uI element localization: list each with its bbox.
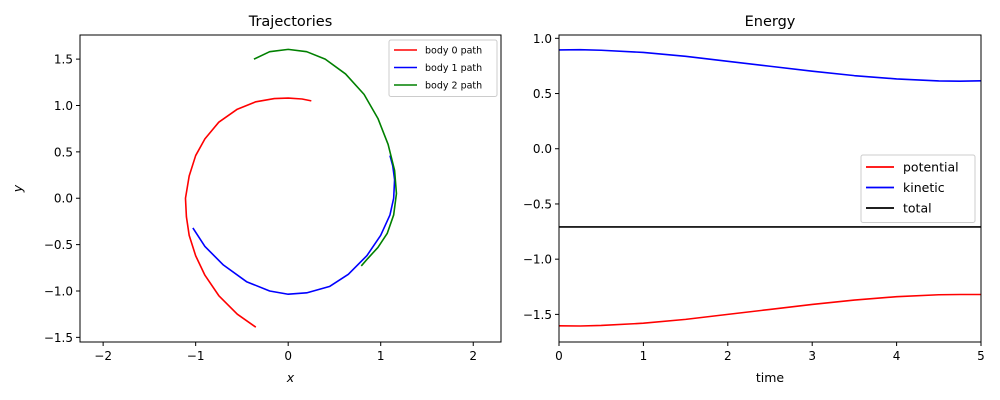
y-tick-label: −1.0 xyxy=(44,284,73,298)
legend-box xyxy=(388,39,498,97)
y-tick-label: −1.5 xyxy=(523,308,552,322)
legend-label: body 1 path xyxy=(425,63,482,74)
y-tick-label: −0.5 xyxy=(523,197,552,211)
x-tick-label: 4 xyxy=(893,349,901,363)
x-tick-label: 0 xyxy=(284,349,292,363)
legend: body 0 path body 1 path body 2 path xyxy=(388,39,498,97)
x-tick-label: −2 xyxy=(94,349,112,363)
y-tick-label: 0.5 xyxy=(54,145,73,159)
y-tick-label: −1.0 xyxy=(523,253,552,267)
y-axis-label: y xyxy=(10,184,25,193)
x-tick-label: 3 xyxy=(808,349,816,363)
x-axis-label: time xyxy=(756,370,785,385)
trajectories-panel: Trajectories −2 −1 0 1 2 −1.5 −1.0 −0.5 0.0 0.5 1.0… xyxy=(10,14,502,385)
y-tick-label: 0.0 xyxy=(54,192,73,206)
legend: potential kinetic total xyxy=(860,154,976,223)
x-axis-label: x xyxy=(286,370,295,385)
axes-frame xyxy=(558,34,982,343)
series-line-body-1-path xyxy=(192,155,396,296)
legend-label: body 0 path xyxy=(425,46,482,57)
energy-panel: Energy 0 1 2 3 4 5 −1.5 −1.0 −0.5 0.0 0.5 1.0 time pot… xyxy=(523,14,985,385)
x-tick-label: 0 xyxy=(555,349,563,363)
y-tick-label: 0.5 xyxy=(533,87,552,101)
chart-title: Trajectories xyxy=(248,14,333,30)
y-tick-label: 1.5 xyxy=(54,53,73,67)
series-line-body-2-path xyxy=(253,48,398,267)
x-tick-label: 1 xyxy=(377,349,385,363)
legend-label: body 2 path xyxy=(425,81,482,92)
y-tick-label: −1.5 xyxy=(44,331,73,345)
legend-label: total xyxy=(903,201,932,216)
y-tick-label: 1.0 xyxy=(54,99,73,113)
chart-title: Energy xyxy=(745,14,796,30)
series-line-kinetic xyxy=(559,48,981,82)
x-tick-label: 2 xyxy=(469,349,477,363)
y-tick-label: 1.0 xyxy=(533,32,552,46)
x-tick-label: 2 xyxy=(724,349,732,363)
x-tick-label: 1 xyxy=(640,349,648,363)
legend-box xyxy=(860,154,976,223)
y-tick-label: 0.0 xyxy=(533,142,552,156)
legend-label: potential xyxy=(903,160,959,175)
y-tick-label: −0.5 xyxy=(44,238,73,252)
axes-frame xyxy=(79,34,502,343)
series-line-potential xyxy=(559,293,981,327)
x-tick-label: 5 xyxy=(977,349,985,363)
x-tick-label: −1 xyxy=(187,349,205,363)
series-line-body-0-path xyxy=(184,97,312,328)
legend-label: kinetic xyxy=(903,180,945,195)
